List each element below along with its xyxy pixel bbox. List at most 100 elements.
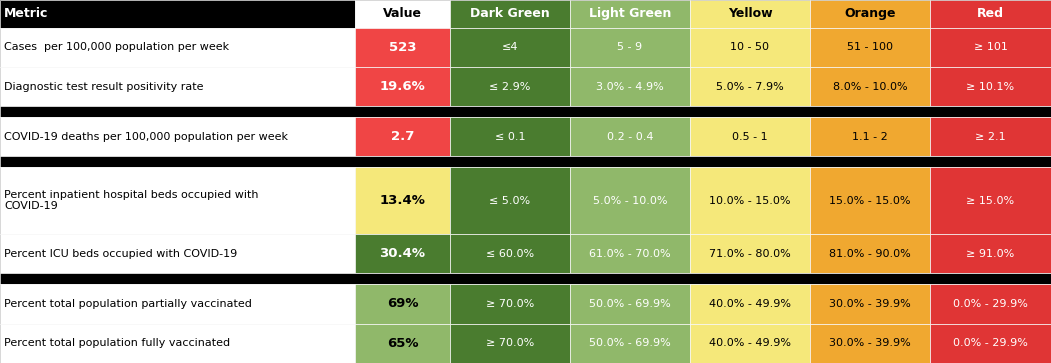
Bar <box>0 67 355 106</box>
Bar <box>0 117 355 156</box>
Bar <box>0 106 1051 117</box>
Text: 1.1 - 2: 1.1 - 2 <box>852 132 888 142</box>
Text: 15.0% - 15.0%: 15.0% - 15.0% <box>829 196 911 206</box>
Text: 19.6%: 19.6% <box>379 80 426 93</box>
Bar <box>810 0 930 28</box>
Text: 51 - 100: 51 - 100 <box>847 42 893 52</box>
Bar <box>570 324 691 363</box>
Bar <box>810 167 930 234</box>
Text: Percent inpatient hospital beds occupied with
COVID-19: Percent inpatient hospital beds occupied… <box>4 190 259 212</box>
Bar <box>570 28 691 67</box>
Text: 5 - 9: 5 - 9 <box>617 42 642 52</box>
Bar <box>810 28 930 67</box>
Text: Diagnostic test result positivity rate: Diagnostic test result positivity rate <box>4 82 204 91</box>
Text: Value: Value <box>383 7 423 20</box>
Text: Cases  per 100,000 population per week: Cases per 100,000 population per week <box>4 42 229 52</box>
Bar <box>691 28 810 67</box>
Text: 5.0% - 10.0%: 5.0% - 10.0% <box>593 196 667 206</box>
Bar <box>930 167 1051 234</box>
Bar <box>450 117 570 156</box>
Bar <box>355 0 450 28</box>
Text: ≤ 0.1: ≤ 0.1 <box>495 132 526 142</box>
Bar <box>570 0 691 28</box>
Text: 61.0% - 70.0%: 61.0% - 70.0% <box>590 249 671 259</box>
Bar <box>355 284 450 324</box>
Text: ≥ 91.0%: ≥ 91.0% <box>966 249 1014 259</box>
Text: Dark Green: Dark Green <box>470 7 550 20</box>
Bar <box>450 0 570 28</box>
Text: COVID-19 deaths per 100,000 population per week: COVID-19 deaths per 100,000 population p… <box>4 132 288 142</box>
Bar <box>570 167 691 234</box>
Bar <box>691 234 810 273</box>
Text: Orange: Orange <box>844 7 895 20</box>
Bar <box>930 324 1051 363</box>
Bar <box>691 117 810 156</box>
Text: Metric: Metric <box>4 7 48 20</box>
Bar <box>450 284 570 324</box>
Bar <box>0 273 1051 284</box>
Text: Percent total population fully vaccinated: Percent total population fully vaccinate… <box>4 338 230 348</box>
Text: Red: Red <box>977 7 1004 20</box>
Text: ≥ 10.1%: ≥ 10.1% <box>967 82 1014 91</box>
Text: 71.0% - 80.0%: 71.0% - 80.0% <box>709 249 790 259</box>
Bar <box>450 28 570 67</box>
Bar <box>930 0 1051 28</box>
Text: Percent total population partially vaccinated: Percent total population partially vacci… <box>4 299 252 309</box>
Text: 50.0% - 69.9%: 50.0% - 69.9% <box>590 338 671 348</box>
Bar <box>450 67 570 106</box>
Text: 65%: 65% <box>387 337 418 350</box>
Bar <box>930 117 1051 156</box>
Text: ≤ 2.9%: ≤ 2.9% <box>490 82 531 91</box>
Bar <box>0 0 355 28</box>
Text: ≤ 60.0%: ≤ 60.0% <box>486 249 534 259</box>
Text: 69%: 69% <box>387 297 418 310</box>
Text: 81.0% - 90.0%: 81.0% - 90.0% <box>829 249 911 259</box>
Text: 3.0% - 4.9%: 3.0% - 4.9% <box>596 82 664 91</box>
Bar <box>355 117 450 156</box>
Bar <box>810 117 930 156</box>
Text: 40.0% - 49.9%: 40.0% - 49.9% <box>709 299 791 309</box>
Text: 40.0% - 49.9%: 40.0% - 49.9% <box>709 338 791 348</box>
Text: 5.0% - 7.9%: 5.0% - 7.9% <box>716 82 784 91</box>
Text: ≥ 70.0%: ≥ 70.0% <box>486 299 534 309</box>
Text: 0.2 - 0.4: 0.2 - 0.4 <box>606 132 654 142</box>
Bar <box>450 324 570 363</box>
Bar <box>810 67 930 106</box>
Bar <box>355 324 450 363</box>
Bar <box>0 284 355 324</box>
Text: 30.0% - 39.9%: 30.0% - 39.9% <box>829 338 911 348</box>
Bar <box>930 234 1051 273</box>
Text: 10 - 50: 10 - 50 <box>730 42 769 52</box>
Bar <box>810 284 930 324</box>
Bar <box>0 324 355 363</box>
Text: Light Green: Light Green <box>589 7 672 20</box>
Text: 13.4%: 13.4% <box>379 194 426 207</box>
Bar <box>355 67 450 106</box>
Bar <box>691 284 810 324</box>
Bar <box>0 167 355 234</box>
Text: 10.0% - 15.0%: 10.0% - 15.0% <box>709 196 790 206</box>
Text: 50.0% - 69.9%: 50.0% - 69.9% <box>590 299 671 309</box>
Bar <box>691 324 810 363</box>
Bar <box>691 67 810 106</box>
Bar <box>810 234 930 273</box>
Bar <box>570 117 691 156</box>
Bar <box>0 28 355 67</box>
Text: 523: 523 <box>389 41 416 54</box>
Text: 30.0% - 39.9%: 30.0% - 39.9% <box>829 299 911 309</box>
Text: ≤ 5.0%: ≤ 5.0% <box>490 196 531 206</box>
Bar <box>570 234 691 273</box>
Bar <box>450 234 570 273</box>
Bar <box>0 156 1051 167</box>
Text: 0.0% - 29.9%: 0.0% - 29.9% <box>953 338 1028 348</box>
Text: Yellow: Yellow <box>727 7 772 20</box>
Bar <box>930 28 1051 67</box>
Text: 8.0% - 10.0%: 8.0% - 10.0% <box>832 82 907 91</box>
Bar <box>355 28 450 67</box>
Bar <box>570 67 691 106</box>
Text: ≥ 70.0%: ≥ 70.0% <box>486 338 534 348</box>
Text: ≥ 101: ≥ 101 <box>973 42 1008 52</box>
Text: 30.4%: 30.4% <box>379 247 426 260</box>
Text: ≤4: ≤4 <box>501 42 518 52</box>
Bar <box>355 167 450 234</box>
